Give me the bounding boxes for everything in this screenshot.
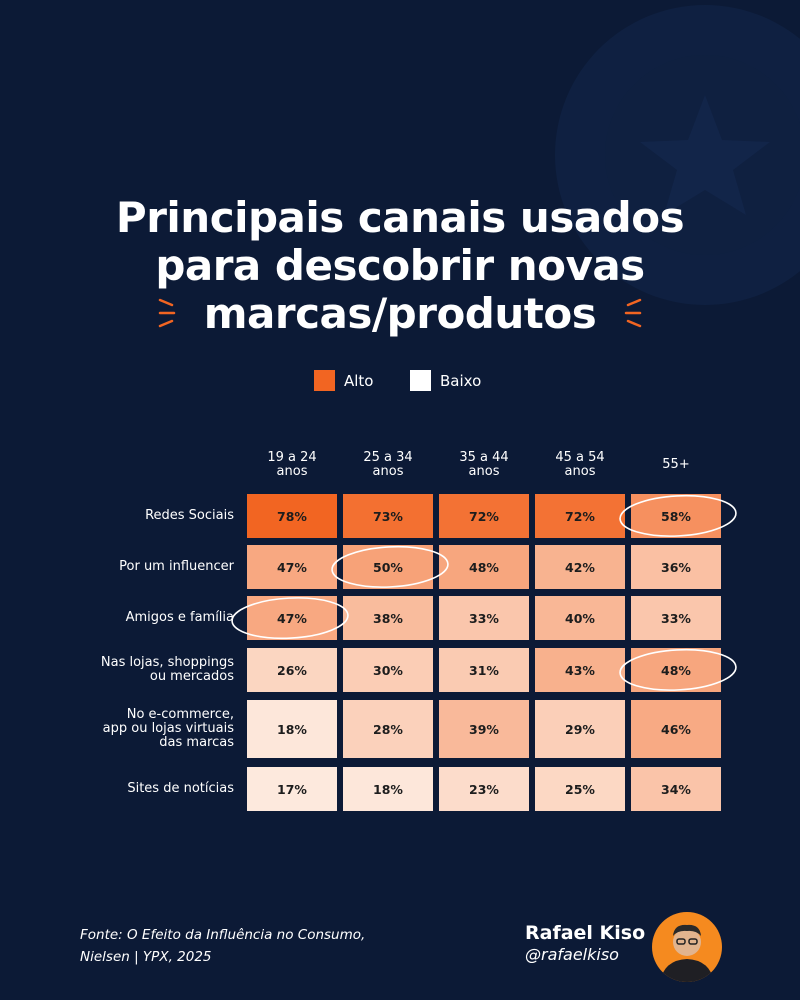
heatmap-cell: 17% bbox=[247, 767, 337, 811]
legend-item-high: Alto bbox=[314, 370, 374, 391]
legend-swatch-high bbox=[314, 370, 335, 391]
row-label: Nas lojas, shoppings ou mercados bbox=[100, 655, 234, 684]
heatmap-cell: 38% bbox=[343, 596, 433, 640]
legend-label-high: Alto bbox=[344, 371, 374, 390]
heatmap-cell: 48% bbox=[631, 648, 721, 692]
legend-swatch-low bbox=[410, 370, 431, 391]
column-header: 25 a 34 anos bbox=[363, 450, 413, 479]
column-header: 35 a 44 anos bbox=[459, 450, 509, 479]
source-line-1: Fonte: O Efeito da Influência no Consumo… bbox=[80, 927, 366, 943]
heatmap-cell: 18% bbox=[343, 767, 433, 811]
heatmap-cell: 78% bbox=[247, 494, 337, 538]
heatmap-cell: 46% bbox=[631, 700, 721, 758]
heatmap-cell: 58% bbox=[631, 494, 721, 538]
row-label: No e-commerce, app ou lojas virtuais das m… bbox=[102, 707, 234, 750]
author-name: Rafael Kiso bbox=[525, 922, 646, 944]
title-line-1: Principais canais usados bbox=[115, 193, 685, 242]
legend-label-low: Baixo bbox=[440, 371, 482, 390]
heatmap-cell: 42% bbox=[535, 545, 625, 589]
heatmap-cell: 43% bbox=[535, 648, 625, 692]
heatmap-cell: 36% bbox=[631, 545, 721, 589]
heatmap-cell: 47% bbox=[247, 545, 337, 589]
heatmap-cell: 18% bbox=[247, 700, 337, 758]
source-note: Fonte: O Efeito da Influência no Consumo… bbox=[80, 924, 400, 968]
sparkle-left-icon bbox=[158, 298, 176, 328]
heatmap-cell: 25% bbox=[535, 767, 625, 811]
source-line-2: Nielsen | YPX, 2025 bbox=[80, 949, 212, 965]
heatmap-cell: 28% bbox=[343, 700, 433, 758]
heatmap-cell: 29% bbox=[535, 700, 625, 758]
column-header: 19 a 24 anos bbox=[267, 450, 317, 479]
heatmap-cell: 72% bbox=[439, 494, 529, 538]
row-label: Por um influencer bbox=[119, 559, 234, 574]
heatmap-cell: 40% bbox=[535, 596, 625, 640]
heatmap-cell: 72% bbox=[535, 494, 625, 538]
column-header: 55+ bbox=[662, 457, 690, 472]
heatmap-cell: 33% bbox=[439, 596, 529, 640]
heatmap-cell: 30% bbox=[343, 648, 433, 692]
heatmap-cell: 33% bbox=[631, 596, 721, 640]
person-avatar-icon bbox=[660, 924, 714, 982]
heatmap-cell: 48% bbox=[439, 545, 529, 589]
heatmap-cell: 31% bbox=[439, 648, 529, 692]
heatmap-cell: 50% bbox=[343, 545, 433, 589]
heatmap-cell: 23% bbox=[439, 767, 529, 811]
legend-item-low: Baixo bbox=[410, 370, 481, 391]
avatar bbox=[652, 912, 722, 982]
row-label: Amigos e família bbox=[125, 610, 234, 625]
heatmap-cell: 47% bbox=[247, 596, 337, 640]
column-header: 45 a 54 anos bbox=[555, 450, 605, 479]
chart-title: Principais canais usados para descobrir … bbox=[0, 194, 800, 338]
heatmap-cell: 34% bbox=[631, 767, 721, 811]
row-label: Redes Sociais bbox=[145, 508, 234, 523]
heatmap-cell: 39% bbox=[439, 700, 529, 758]
heatmap-cell: 73% bbox=[343, 494, 433, 538]
title-line-3: marcas/produtos bbox=[203, 289, 597, 338]
title-line-2: para descobrir novas bbox=[155, 241, 645, 290]
row-label: Sites de notícias bbox=[127, 781, 234, 796]
heatmap-cell: 26% bbox=[247, 648, 337, 692]
sparkle-right-icon bbox=[624, 298, 642, 328]
author-handle: @rafaelkiso bbox=[525, 945, 619, 964]
